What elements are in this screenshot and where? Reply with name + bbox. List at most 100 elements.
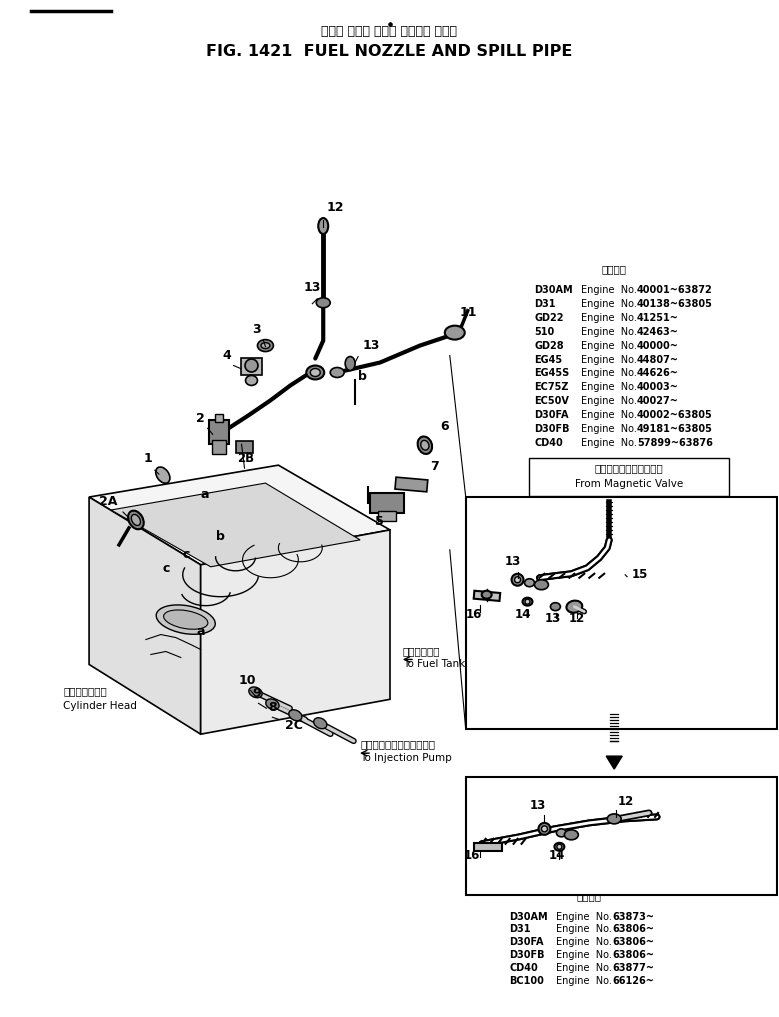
Bar — [215, 414, 223, 422]
Ellipse shape — [314, 718, 327, 729]
Text: 1: 1 — [144, 453, 153, 465]
Text: 40002~63805: 40002~63805 — [637, 410, 713, 420]
Text: 16: 16 — [466, 607, 482, 620]
Text: CD40: CD40 — [534, 438, 563, 448]
Text: Engine  No.: Engine No. — [581, 285, 637, 295]
Text: Engine  No.: Engine No. — [556, 963, 612, 973]
Bar — [241, 358, 263, 375]
Ellipse shape — [564, 830, 578, 840]
Ellipse shape — [445, 325, 465, 340]
Text: 12: 12 — [326, 201, 344, 214]
Text: EC50V: EC50V — [534, 397, 569, 407]
Ellipse shape — [245, 375, 258, 385]
Text: 66126~: 66126~ — [612, 976, 654, 986]
Text: 16: 16 — [464, 849, 480, 861]
Text: 13: 13 — [362, 339, 379, 352]
Ellipse shape — [310, 368, 320, 376]
Text: GD22: GD22 — [534, 312, 564, 322]
Text: 49181~63805: 49181~63805 — [637, 424, 713, 434]
Ellipse shape — [555, 843, 564, 851]
Ellipse shape — [525, 599, 530, 604]
Ellipse shape — [261, 343, 270, 349]
Text: EC75Z: EC75Z — [534, 382, 569, 393]
Bar — [530, 459, 729, 496]
Ellipse shape — [607, 814, 621, 824]
Polygon shape — [89, 497, 201, 734]
Bar — [378, 511, 396, 521]
Text: Engine  No.: Engine No. — [581, 410, 637, 420]
Text: 4: 4 — [223, 349, 231, 361]
Text: 8: 8 — [269, 702, 277, 714]
Ellipse shape — [164, 610, 208, 630]
Ellipse shape — [524, 579, 534, 587]
Bar — [209, 420, 228, 444]
Ellipse shape — [556, 829, 566, 837]
Text: 3: 3 — [252, 322, 261, 336]
Ellipse shape — [316, 298, 330, 308]
Ellipse shape — [258, 340, 273, 352]
Text: 41251~: 41251~ — [637, 312, 679, 322]
Ellipse shape — [481, 591, 492, 599]
Text: 40001~63872: 40001~63872 — [637, 285, 713, 295]
Text: 63806~: 63806~ — [612, 938, 654, 948]
Text: To Injection Pump: To Injection Pump — [360, 754, 452, 763]
Text: Engine  No.: Engine No. — [581, 382, 637, 393]
Polygon shape — [111, 483, 360, 566]
Text: Cylinder Head: Cylinder Head — [63, 702, 137, 711]
Ellipse shape — [512, 574, 523, 586]
Text: Engine  No.: Engine No. — [556, 976, 612, 986]
Text: 13: 13 — [303, 281, 321, 294]
Bar — [474, 591, 500, 601]
Text: 11: 11 — [460, 306, 478, 318]
Text: D30FA: D30FA — [534, 410, 569, 420]
Ellipse shape — [249, 686, 263, 698]
Bar — [395, 477, 428, 492]
Text: Engine  No.: Engine No. — [581, 355, 637, 364]
Text: 40138~63805: 40138~63805 — [637, 299, 713, 309]
Text: a: a — [196, 624, 205, 638]
Text: 44626~: 44626~ — [637, 368, 679, 378]
Text: From Magnetic Valve: From Magnetic Valve — [575, 479, 683, 489]
Bar — [466, 777, 777, 895]
Text: 63806~: 63806~ — [612, 951, 654, 960]
Text: マグネチックバルブから: マグネチックバルブから — [595, 463, 664, 473]
Text: 12: 12 — [619, 795, 634, 807]
Ellipse shape — [289, 710, 302, 721]
Text: インジェクションポンプへ: インジェクションポンプへ — [360, 739, 435, 750]
Text: GD28: GD28 — [534, 341, 564, 351]
Text: 510: 510 — [534, 326, 555, 337]
Ellipse shape — [523, 598, 533, 606]
Ellipse shape — [557, 844, 562, 849]
Text: シリンダヘッド: シリンダヘッド — [63, 686, 107, 697]
Text: Engine  No.: Engine No. — [581, 326, 637, 337]
Ellipse shape — [515, 577, 520, 583]
Text: 10: 10 — [238, 674, 256, 687]
Polygon shape — [89, 465, 390, 564]
Text: 42463~: 42463~ — [637, 326, 679, 337]
Text: 15: 15 — [632, 567, 648, 581]
Ellipse shape — [421, 440, 429, 451]
Ellipse shape — [245, 359, 258, 372]
Text: 2B: 2B — [238, 453, 255, 465]
Text: D30AM: D30AM — [534, 285, 573, 295]
Text: 13: 13 — [505, 555, 520, 567]
Bar — [370, 493, 404, 513]
Text: a: a — [201, 488, 210, 501]
Text: D31: D31 — [509, 924, 531, 935]
Text: 5: 5 — [375, 515, 384, 528]
Polygon shape — [606, 756, 622, 769]
Text: 6: 6 — [440, 420, 449, 433]
Text: To Fuel Tank: To Fuel Tank — [403, 659, 465, 669]
Text: Engine  No.: Engine No. — [581, 368, 637, 378]
Text: D30FB: D30FB — [534, 424, 570, 434]
Text: 13: 13 — [545, 611, 561, 624]
Text: Engine  No.: Engine No. — [581, 299, 637, 309]
Ellipse shape — [566, 601, 582, 612]
Text: D31: D31 — [534, 299, 556, 309]
Text: 適用号機: 適用号機 — [601, 263, 626, 274]
Bar — [466, 497, 777, 729]
Text: 燃料タンクへ: 燃料タンクへ — [403, 647, 440, 657]
Ellipse shape — [306, 365, 324, 379]
Text: 7: 7 — [430, 460, 439, 473]
Text: Engine  No.: Engine No. — [556, 911, 612, 921]
